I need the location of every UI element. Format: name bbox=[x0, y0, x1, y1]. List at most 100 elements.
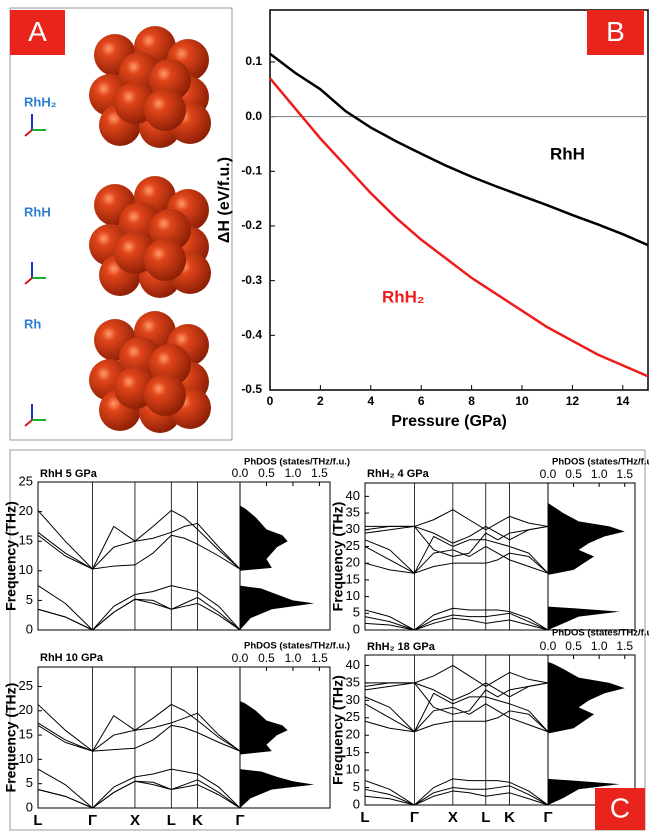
panel-title: RhH₂ 18 GPa bbox=[367, 641, 436, 653]
y-tick-label: 20 bbox=[19, 503, 33, 518]
dos-tick-label: 1.5 bbox=[311, 651, 328, 665]
y-tick-label: 5 bbox=[353, 605, 360, 620]
data-line bbox=[270, 54, 648, 245]
x-tick-label: X bbox=[130, 812, 140, 829]
dos-title: PhDOS (states/THz/f.u.) bbox=[244, 457, 350, 468]
y-tick-label: 0.0 bbox=[245, 109, 262, 123]
x-tick-label: Γ bbox=[235, 812, 244, 829]
structure-label: RhH bbox=[24, 204, 51, 219]
x-tick-label: L bbox=[167, 812, 176, 829]
panel-label: A bbox=[28, 16, 47, 47]
y-tick-label: 15 bbox=[19, 727, 33, 742]
y-tick-label: 10 bbox=[346, 588, 360, 603]
dos-tick-label: 0.5 bbox=[565, 467, 582, 481]
y-tick-label: 5 bbox=[26, 592, 33, 607]
y-tick-label: 0 bbox=[353, 796, 360, 811]
y-tick-label: 25 bbox=[346, 709, 360, 724]
panel-label: C bbox=[610, 792, 630, 823]
y-axis-label: Frequency (THz) bbox=[330, 675, 346, 785]
x-tick-label: Γ bbox=[410, 809, 419, 826]
y-axis-label: Frequency (THz) bbox=[3, 501, 19, 611]
dos-tick-label: 0.0 bbox=[232, 466, 249, 480]
dos-tick-label: 0.5 bbox=[258, 651, 275, 665]
y-tick-label: -0.3 bbox=[241, 273, 262, 287]
y-tick-label: -0.4 bbox=[241, 327, 262, 341]
dos-tick-label: 1.0 bbox=[591, 467, 608, 481]
y-tick-label: 20 bbox=[346, 555, 360, 570]
x-tick-label: 12 bbox=[566, 394, 580, 408]
dos-tick-label: 0.5 bbox=[258, 466, 275, 480]
x-tick-label: 4 bbox=[367, 394, 374, 408]
x-tick-label: 8 bbox=[468, 394, 475, 408]
y-tick-label: 20 bbox=[346, 727, 360, 742]
panel-title: RhH 10 GPa bbox=[40, 652, 104, 664]
series-label: RhH₂ bbox=[382, 287, 425, 306]
structure-label: Rh bbox=[24, 316, 41, 331]
series-label: RhH bbox=[550, 144, 585, 163]
y-tick-label: -0.1 bbox=[241, 163, 262, 177]
x-tick-label: 2 bbox=[317, 394, 324, 408]
x-tick-label: K bbox=[504, 809, 515, 826]
x-tick-label: X bbox=[448, 809, 458, 826]
dos-tick-label: 1.0 bbox=[591, 639, 608, 653]
dos-title: PhDOS (states/THz/f.u.) bbox=[552, 457, 649, 468]
plot-frame bbox=[270, 10, 648, 390]
y-tick-label: -0.5 bbox=[241, 382, 262, 396]
y-axis-label: ΔH (eV/f.u.) bbox=[216, 157, 233, 243]
dos-tick-label: 0.5 bbox=[565, 639, 582, 653]
x-tick-label: L bbox=[33, 812, 42, 829]
y-tick-label: 25 bbox=[346, 538, 360, 553]
y-tick-label: 5 bbox=[353, 779, 360, 794]
y-axis-label: Frequency (THz) bbox=[330, 502, 346, 612]
x-tick-label: Γ bbox=[88, 812, 97, 829]
structure-label: RhH₂ bbox=[24, 94, 57, 109]
dos-title: PhDOS (states/THz/f.u.) bbox=[244, 641, 350, 652]
y-tick-label: 40 bbox=[346, 657, 360, 672]
y-tick-label: 15 bbox=[346, 571, 360, 586]
y-tick-label: 25 bbox=[19, 678, 33, 693]
rhodium-atom bbox=[144, 239, 186, 281]
dos-title: PhDOS (states/THz/f.u.) bbox=[552, 628, 649, 639]
y-tick-label: 10 bbox=[346, 762, 360, 777]
y-tick-label: 25 bbox=[19, 473, 33, 488]
y-tick-label: 35 bbox=[346, 674, 360, 689]
figure: RhH₂RhHRh024681012140.10.0-0.1-0.2-0.3-0… bbox=[0, 0, 649, 834]
y-tick-label: 0 bbox=[26, 799, 33, 814]
x-axis-label: Pressure (GPa) bbox=[391, 413, 507, 430]
x-tick-label: 10 bbox=[515, 394, 529, 408]
x-tick-label: 0 bbox=[267, 394, 274, 408]
y-tick-label: 35 bbox=[346, 505, 360, 520]
x-tick-label: 14 bbox=[616, 394, 630, 408]
dos-tick-label: 0.0 bbox=[540, 639, 557, 653]
x-tick-label: L bbox=[481, 809, 490, 826]
x-tick-label: L bbox=[360, 809, 369, 826]
y-tick-label: 0 bbox=[26, 621, 33, 636]
panel-title: RhH₂ 4 GPa bbox=[367, 468, 430, 480]
x-tick-label: K bbox=[192, 812, 203, 829]
x-tick-label: Γ bbox=[543, 809, 552, 826]
y-tick-label: 0.1 bbox=[245, 54, 262, 68]
dos-tick-label: 1.0 bbox=[285, 651, 302, 665]
y-tick-label: 15 bbox=[19, 533, 33, 548]
y-tick-label: 0 bbox=[353, 621, 360, 636]
dos-tick-label: 0.0 bbox=[232, 651, 249, 665]
y-tick-label: 30 bbox=[346, 521, 360, 536]
rhodium-atom bbox=[144, 374, 186, 416]
dos-tick-label: 0.0 bbox=[540, 467, 557, 481]
dos-tick-label: 1.0 bbox=[285, 466, 302, 480]
dos-tick-label: 1.5 bbox=[311, 466, 328, 480]
y-tick-label: 20 bbox=[19, 702, 33, 717]
y-tick-label: 40 bbox=[346, 488, 360, 503]
dos-tick-label: 1.5 bbox=[616, 467, 633, 481]
panel-label: B bbox=[606, 16, 625, 47]
rhodium-atom bbox=[144, 89, 186, 131]
y-tick-label: 30 bbox=[346, 692, 360, 707]
y-tick-label: 15 bbox=[346, 744, 360, 759]
y-tick-label: 10 bbox=[19, 562, 33, 577]
dos-tick-label: 1.5 bbox=[616, 639, 633, 653]
y-tick-label: 10 bbox=[19, 751, 33, 766]
y-axis-label: Frequency (THz) bbox=[3, 683, 19, 793]
y-tick-label: -0.2 bbox=[241, 218, 262, 232]
panel-title: RhH 5 GPa bbox=[40, 468, 98, 480]
data-line bbox=[270, 78, 648, 376]
